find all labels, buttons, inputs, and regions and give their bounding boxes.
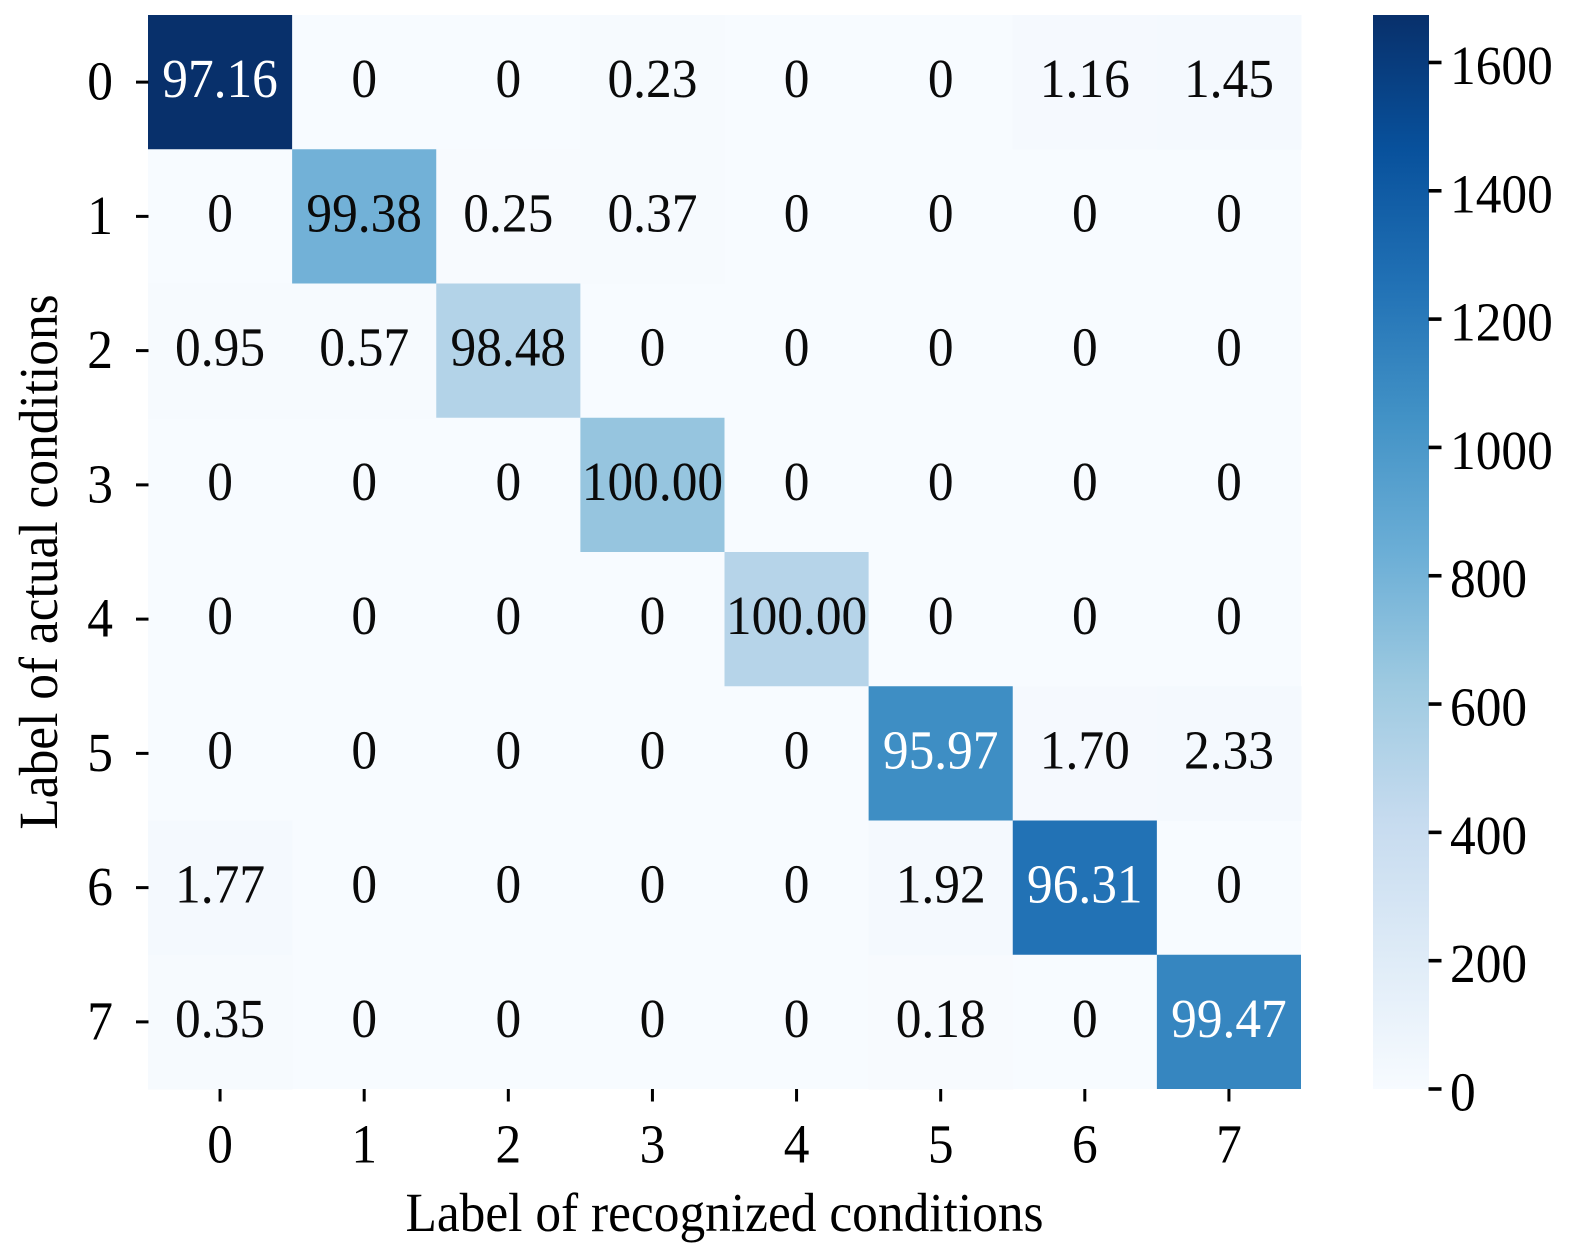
svg-text:99.47: 99.47 — [1171, 989, 1287, 1050]
svg-text:0: 0 — [640, 989, 666, 1050]
svg-text:1.70: 1.70 — [1040, 720, 1130, 781]
svg-text:0: 0 — [351, 989, 377, 1050]
svg-text:0: 0 — [495, 452, 521, 513]
svg-text:0: 0 — [495, 586, 521, 647]
svg-text:2.33: 2.33 — [1184, 720, 1274, 781]
svg-text:0: 0 — [1072, 318, 1098, 379]
svg-text:100.00: 100.00 — [582, 452, 723, 513]
svg-text:0: 0 — [495, 855, 521, 916]
svg-text:95.97: 95.97 — [883, 720, 999, 781]
svg-text:0: 0 — [784, 49, 810, 110]
svg-text:100.00: 100.00 — [726, 586, 867, 647]
svg-text:5: 5 — [928, 1115, 954, 1176]
svg-text:4: 4 — [784, 1115, 810, 1176]
svg-text:6: 6 — [87, 857, 113, 918]
svg-text:0: 0 — [495, 989, 521, 1050]
svg-text:2: 2 — [87, 320, 113, 381]
svg-text:0: 0 — [351, 49, 377, 110]
svg-text:400: 400 — [1450, 806, 1527, 867]
svg-text:1.45: 1.45 — [1184, 49, 1274, 110]
svg-text:3: 3 — [87, 454, 113, 515]
svg-text:0: 0 — [87, 52, 113, 113]
svg-text:0: 0 — [1216, 452, 1242, 513]
svg-text:0: 0 — [640, 720, 666, 781]
svg-text:0.95: 0.95 — [175, 318, 265, 379]
svg-text:0: 0 — [1072, 183, 1098, 244]
svg-text:Label of actual conditions: Label of actual conditions — [9, 294, 70, 829]
svg-text:6: 6 — [1072, 1115, 1098, 1176]
svg-text:1.16: 1.16 — [1040, 49, 1130, 110]
svg-text:0: 0 — [1072, 586, 1098, 647]
svg-text:0: 0 — [928, 586, 954, 647]
svg-text:0.25: 0.25 — [463, 183, 553, 244]
svg-text:0: 0 — [351, 720, 377, 781]
svg-text:600: 600 — [1450, 678, 1527, 739]
svg-text:1.92: 1.92 — [896, 855, 986, 916]
svg-text:0: 0 — [784, 989, 810, 1050]
svg-text:0: 0 — [640, 586, 666, 647]
svg-text:1400: 1400 — [1450, 164, 1553, 225]
svg-text:0: 0 — [1216, 183, 1242, 244]
svg-text:7: 7 — [87, 991, 113, 1052]
svg-text:0: 0 — [640, 318, 666, 379]
svg-text:0.35: 0.35 — [175, 989, 265, 1050]
svg-text:1: 1 — [351, 1115, 377, 1176]
svg-text:0.23: 0.23 — [607, 49, 697, 110]
svg-text:99.38: 99.38 — [306, 183, 422, 244]
svg-text:0: 0 — [351, 855, 377, 916]
svg-text:1: 1 — [87, 186, 113, 247]
svg-text:0.57: 0.57 — [319, 318, 409, 379]
svg-text:2: 2 — [495, 1115, 521, 1176]
svg-text:0: 0 — [784, 183, 810, 244]
svg-text:200: 200 — [1450, 934, 1527, 995]
svg-text:0: 0 — [207, 183, 233, 244]
svg-text:0: 0 — [1216, 855, 1242, 916]
svg-text:0: 0 — [1216, 586, 1242, 647]
svg-text:0: 0 — [351, 452, 377, 513]
svg-text:0: 0 — [640, 855, 666, 916]
svg-text:0: 0 — [784, 452, 810, 513]
svg-text:0: 0 — [784, 855, 810, 916]
svg-text:1200: 1200 — [1450, 293, 1553, 354]
svg-text:3: 3 — [640, 1115, 666, 1176]
svg-text:0: 0 — [1450, 1063, 1476, 1124]
svg-text:0.37: 0.37 — [607, 183, 697, 244]
svg-text:0: 0 — [495, 49, 521, 110]
svg-text:1.77: 1.77 — [175, 855, 265, 916]
svg-text:0: 0 — [1216, 318, 1242, 379]
svg-text:98.48: 98.48 — [451, 318, 567, 379]
svg-text:0: 0 — [207, 452, 233, 513]
svg-text:0.18: 0.18 — [896, 989, 986, 1050]
svg-text:1000: 1000 — [1450, 421, 1553, 482]
svg-text:800: 800 — [1450, 549, 1527, 610]
svg-text:0: 0 — [207, 1115, 233, 1176]
svg-text:0: 0 — [928, 49, 954, 110]
svg-text:Label of recognized conditions: Label of recognized conditions — [405, 1183, 1043, 1244]
svg-text:96.31: 96.31 — [1027, 855, 1143, 916]
svg-text:0: 0 — [351, 586, 377, 647]
svg-text:0: 0 — [207, 720, 233, 781]
svg-text:0: 0 — [784, 720, 810, 781]
svg-text:0: 0 — [207, 586, 233, 647]
svg-text:4: 4 — [87, 589, 113, 650]
svg-text:0: 0 — [495, 720, 521, 781]
svg-text:97.16: 97.16 — [162, 49, 278, 110]
svg-text:0: 0 — [928, 318, 954, 379]
svg-text:5: 5 — [87, 723, 113, 784]
svg-text:0: 0 — [1072, 452, 1098, 513]
svg-text:0: 0 — [928, 452, 954, 513]
svg-text:0: 0 — [928, 183, 954, 244]
svg-text:1600: 1600 — [1450, 36, 1553, 97]
svg-text:7: 7 — [1216, 1115, 1242, 1176]
svg-text:0: 0 — [1072, 989, 1098, 1050]
svg-text:0: 0 — [784, 318, 810, 379]
